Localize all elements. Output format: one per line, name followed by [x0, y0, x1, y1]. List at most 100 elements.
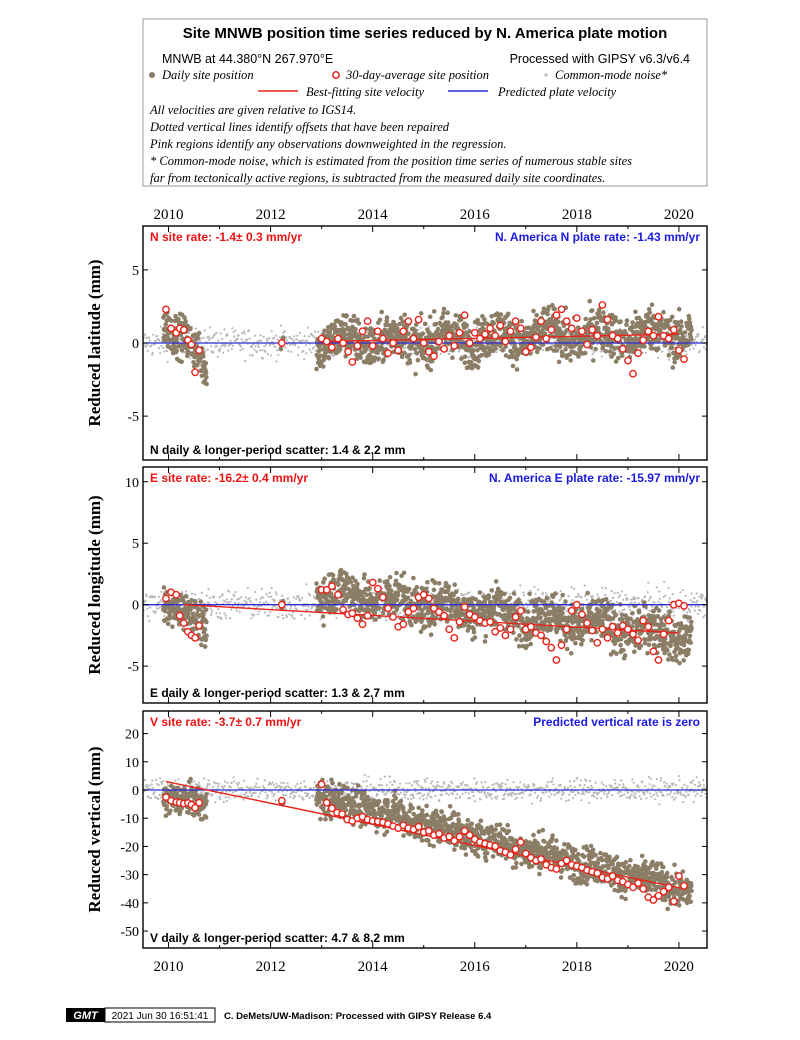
noise-point — [616, 601, 618, 603]
noise-point — [225, 617, 227, 619]
noise-point — [559, 599, 561, 601]
daily-point — [407, 587, 412, 592]
noise-point — [290, 351, 292, 353]
noise-point — [249, 338, 251, 340]
daily-point — [402, 571, 407, 576]
plot-area — [142, 299, 708, 386]
noise-point — [592, 353, 594, 355]
noise-point — [259, 349, 261, 351]
noise-point — [218, 617, 220, 619]
noise-point — [274, 346, 276, 348]
noise-point — [672, 610, 674, 612]
noise-point — [622, 599, 624, 601]
noise-point — [255, 345, 257, 347]
average-point — [192, 369, 198, 375]
plate-rate-label: N. America N plate rate: -1.43 mm/yr — [495, 230, 700, 244]
noise-point — [610, 600, 612, 602]
noise-point — [253, 605, 255, 607]
x-tick-label-top: 2010 — [154, 207, 184, 223]
noise-point — [220, 345, 222, 347]
average-point — [431, 353, 437, 359]
daily-point — [670, 658, 675, 663]
noise-point — [228, 591, 230, 593]
daily-point — [661, 310, 666, 315]
daily-point — [672, 360, 677, 365]
daily-point — [204, 361, 209, 366]
noise-point — [253, 614, 255, 616]
noise-point — [312, 605, 314, 607]
daily-point — [353, 327, 358, 332]
noise-point — [275, 591, 277, 593]
daily-point — [179, 360, 184, 365]
daily-point — [408, 360, 413, 365]
daily-point — [472, 630, 477, 635]
noise-point — [273, 337, 275, 339]
noise-point — [230, 340, 232, 342]
noise-point — [669, 351, 671, 353]
daily-point — [619, 637, 624, 642]
noise-point — [233, 331, 235, 333]
noise-point — [240, 345, 242, 347]
daily-point — [174, 349, 179, 354]
noise-point — [181, 591, 183, 593]
daily-point — [545, 312, 550, 317]
noise-point — [653, 602, 655, 604]
noise-point — [255, 599, 257, 601]
noise-point — [152, 334, 154, 336]
daily-point — [476, 365, 481, 370]
noise-point — [688, 609, 690, 611]
daily-point — [389, 588, 394, 593]
noise-point — [678, 607, 680, 609]
noise-point — [685, 350, 687, 352]
noise-point — [598, 596, 600, 598]
noise-point — [575, 596, 577, 598]
noise-point — [200, 337, 202, 339]
daily-point — [647, 643, 652, 648]
legend-daily-label: Daily site position — [161, 68, 254, 82]
daily-point — [478, 590, 483, 595]
noise-point — [584, 585, 586, 587]
noise-point — [313, 346, 315, 348]
daily-point — [434, 322, 439, 327]
noise-point — [254, 591, 256, 593]
daily-point — [618, 319, 623, 324]
noise-point — [448, 353, 450, 355]
noise-point — [228, 602, 230, 604]
daily-point — [677, 307, 682, 312]
daily-point — [667, 353, 672, 358]
daily-point — [658, 328, 663, 333]
noise-point — [542, 592, 544, 594]
noise-point — [271, 330, 273, 332]
noise-point — [159, 352, 161, 354]
daily-point — [176, 317, 181, 322]
noise-point — [617, 592, 619, 594]
daily-point — [665, 648, 670, 653]
noise-point — [663, 596, 665, 598]
noise-point — [659, 598, 661, 600]
noise-point — [270, 596, 272, 598]
noise-point — [693, 347, 695, 349]
noise-point — [286, 616, 288, 618]
average-point — [620, 346, 626, 352]
noise-point — [219, 348, 221, 350]
daily-point — [452, 582, 457, 587]
noise-point — [160, 326, 162, 328]
daily-point — [556, 319, 561, 324]
noise-point — [231, 348, 233, 350]
noise-point — [658, 601, 660, 603]
daily-point — [322, 576, 327, 581]
daily-point — [381, 611, 386, 616]
noise-point — [272, 598, 274, 600]
average-point — [354, 343, 360, 349]
legend-noise-label: Common-mode noise* — [555, 68, 668, 82]
noise-point — [248, 329, 250, 331]
daily-point — [197, 331, 202, 336]
daily-point — [387, 584, 392, 589]
daily-point — [441, 311, 446, 316]
noise-point — [287, 350, 289, 352]
noise-point — [147, 350, 149, 352]
noise-point — [535, 593, 537, 595]
noise-point — [694, 606, 696, 608]
noise-point — [282, 617, 284, 619]
